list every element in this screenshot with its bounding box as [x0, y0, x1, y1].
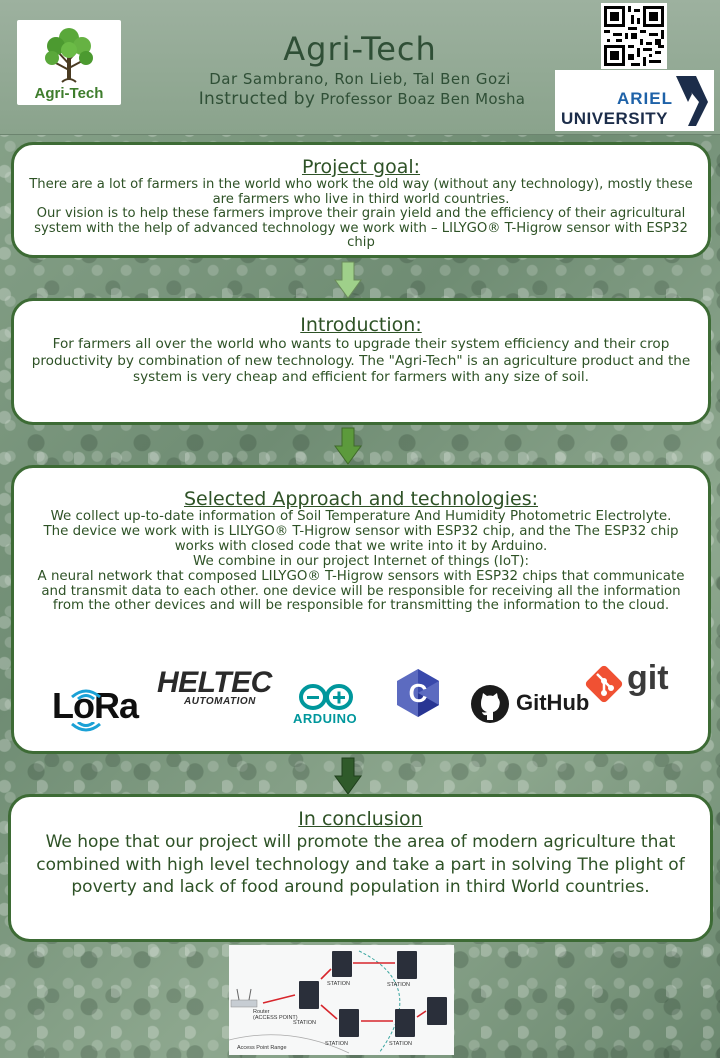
university-name-line2: UNIVERSITY [561, 109, 669, 128]
authors: Dar Sambrano, Ron Lieb, Tal Ben Gozi [209, 70, 511, 88]
git-logo-text: git [627, 659, 669, 697]
project-goal-heading: Project goal: [301, 156, 421, 178]
approach-heading: Selected Approach and technologies: [183, 488, 539, 510]
lora-text: LoRa [52, 685, 139, 726]
c-language-letter: C [409, 678, 428, 708]
arduino-infinity-icon [299, 684, 353, 710]
poster-title: Agri-Tech [283, 30, 437, 68]
instructor-line: Instructed by Professor Boaz Ben Mosha [168, 89, 556, 109]
router-icon [230, 999, 258, 1008]
heltec-subtitle: AUTOMATION [184, 696, 256, 707]
lora-logo: LoRa [52, 685, 139, 727]
station-label-4: STATION [325, 1041, 349, 1047]
university-name-line1: ARIEL [617, 89, 673, 108]
conclusion-card: In conclusion We hope that our project w… [8, 794, 713, 942]
project-goal-card: Project goal: There are a lot of farmers… [11, 142, 711, 258]
instructor-name: Professor Boaz Ben Mosha [320, 90, 526, 108]
poster-header: Agri-Tech Agri-Tech Dar Sambrano, Ron Li… [0, 0, 720, 135]
station-label-3: STATION [387, 982, 411, 988]
tree-icon [45, 28, 93, 83]
station-label-5: STATION [389, 1041, 413, 1047]
c-language-icon: C [397, 669, 439, 717]
network-diagram: Router (ACCESS POINT) STATION STATION ST… [229, 945, 454, 1055]
conclusion-heading: In conclusion [298, 808, 423, 830]
ariel-chevron-icon [676, 76, 708, 126]
github-octocat-icon [471, 685, 509, 723]
approach-card: Selected Approach and technologies: We c… [11, 465, 711, 754]
introduction-card: Introduction: For farmers all over the w… [11, 298, 711, 425]
agri-tech-logo: Agri-Tech [17, 20, 121, 105]
flow-arrow-3 [334, 757, 362, 795]
station-label-1: STATION [293, 1020, 317, 1026]
conclusion-text: We hope that our project will promote th… [36, 832, 685, 897]
introduction-text: For farmers all over the world who wants… [31, 336, 691, 385]
heltec-logo: HELTEC [157, 666, 272, 699]
logo-text: Agri-Tech [34, 85, 104, 102]
access-point-range-label: Access Point Range [237, 1045, 287, 1051]
project-goal-text: There are a lot of farmers in the world … [29, 177, 693, 251]
qr-code[interactable] [601, 3, 667, 69]
git-logo-icon [585, 665, 623, 703]
flow-arrow-2 [334, 427, 362, 465]
approach-text: We collect up-to-date information of Soi… [37, 509, 685, 614]
connection-arrows [262, 962, 427, 1022]
flow-arrow-1 [334, 261, 362, 299]
github-logo-text: GitHub [516, 690, 590, 715]
lora-waves-bottom-icon [71, 722, 101, 732]
lora-waves-icon [71, 689, 101, 701]
introduction-heading: Introduction: [300, 314, 422, 336]
access-point-label: (ACCESS POINT) [253, 1015, 298, 1021]
station-label-2: STATION [327, 981, 351, 987]
arduino-logo-text: ARDUINO [293, 711, 358, 726]
instructed-prefix: Instructed by [198, 89, 316, 109]
station-boards [299, 951, 447, 1037]
ariel-university-logo: ARIEL UNIVERSITY [555, 70, 714, 131]
router-label: Router [253, 1009, 270, 1015]
